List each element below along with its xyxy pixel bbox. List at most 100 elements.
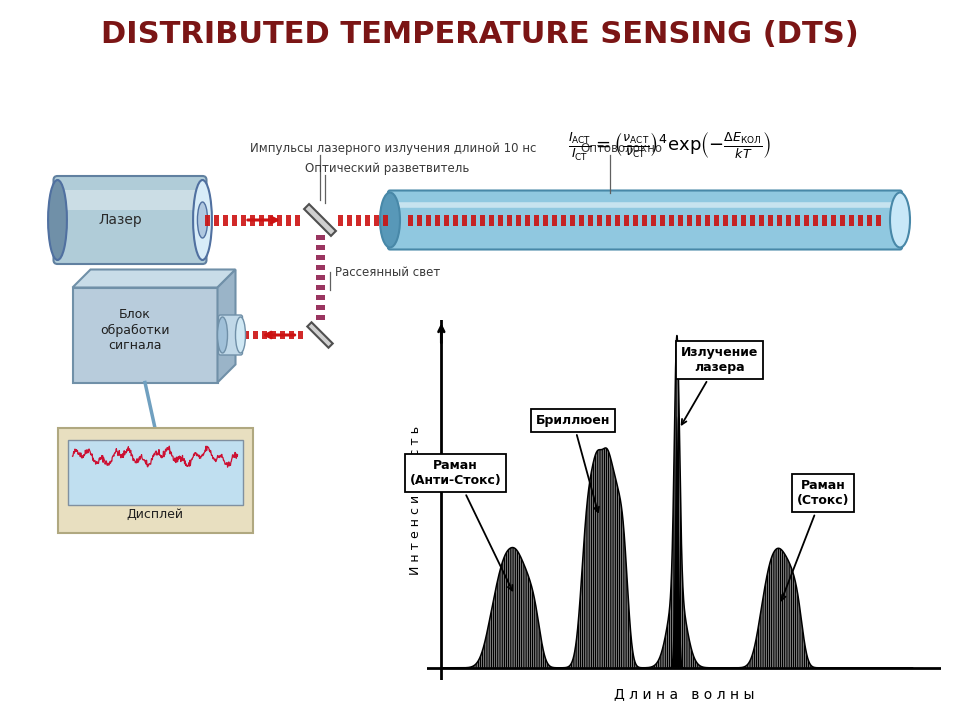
Ellipse shape bbox=[48, 180, 67, 260]
FancyBboxPatch shape bbox=[61, 190, 199, 210]
Bar bbox=[383, 215, 388, 225]
FancyBboxPatch shape bbox=[219, 315, 243, 355]
Bar bbox=[624, 215, 629, 225]
Bar bbox=[597, 215, 602, 225]
Bar bbox=[678, 215, 683, 225]
Bar bbox=[876, 215, 881, 225]
Bar bbox=[304, 204, 336, 236]
Bar bbox=[316, 285, 324, 290]
Bar bbox=[813, 215, 818, 225]
Bar bbox=[453, 215, 458, 225]
Text: Импульсы лазерного излучения длиной 10 нс: Импульсы лазерного излучения длиной 10 н… bbox=[250, 142, 537, 155]
Bar bbox=[426, 215, 431, 225]
Ellipse shape bbox=[890, 192, 910, 248]
FancyBboxPatch shape bbox=[73, 287, 218, 382]
Bar bbox=[525, 215, 530, 225]
Bar bbox=[316, 295, 324, 300]
Bar bbox=[651, 215, 656, 225]
Bar bbox=[285, 215, 291, 225]
Bar bbox=[365, 215, 370, 225]
Bar bbox=[822, 215, 827, 225]
Text: Бриллюен: Бриллюен bbox=[536, 413, 610, 512]
Text: Излучение
лазера: Излучение лазера bbox=[681, 346, 758, 425]
FancyBboxPatch shape bbox=[58, 428, 252, 533]
Bar bbox=[498, 215, 503, 225]
Bar bbox=[356, 215, 361, 225]
Text: $\frac{I_{\rm АСТ}}{I_{\rm СТ}} = \left(\frac{\nu_{\rm АСТ}}{\nu_{\rm СТ}}\right: $\frac{I_{\rm АСТ}}{I_{\rm СТ}} = \left(… bbox=[568, 131, 772, 163]
Bar bbox=[588, 215, 593, 225]
Bar bbox=[295, 215, 300, 225]
Text: Рассеянный свет: Рассеянный свет bbox=[335, 266, 441, 279]
Text: Оптоволокно: Оптоволокно bbox=[580, 142, 662, 155]
Bar bbox=[633, 215, 638, 225]
Bar bbox=[261, 331, 267, 339]
Bar bbox=[804, 215, 809, 225]
Bar bbox=[213, 215, 219, 225]
Bar bbox=[615, 215, 620, 225]
Bar bbox=[408, 215, 413, 225]
Bar bbox=[435, 215, 440, 225]
Bar bbox=[316, 275, 324, 280]
Bar bbox=[534, 215, 539, 225]
Bar bbox=[231, 215, 236, 225]
Ellipse shape bbox=[235, 317, 246, 353]
Bar bbox=[516, 215, 521, 225]
Text: Раман
(Анти-Стокс): Раман (Анти-Стокс) bbox=[410, 459, 513, 590]
Bar bbox=[867, 215, 872, 225]
Bar bbox=[579, 215, 584, 225]
Bar bbox=[840, 215, 845, 225]
Polygon shape bbox=[73, 269, 235, 287]
Text: DISTRIBUTED TEMPERATURE SENSING (DTS): DISTRIBUTED TEMPERATURE SENSING (DTS) bbox=[101, 20, 859, 49]
Ellipse shape bbox=[218, 317, 228, 353]
Bar bbox=[241, 215, 246, 225]
FancyBboxPatch shape bbox=[67, 439, 243, 505]
Bar bbox=[316, 265, 324, 270]
Bar bbox=[347, 215, 352, 225]
Bar bbox=[507, 215, 512, 225]
Bar bbox=[714, 215, 719, 225]
Bar bbox=[471, 215, 476, 225]
Bar bbox=[268, 215, 273, 225]
X-axis label: Д л и н а   в о л н ы: Д л и н а в о л н ы bbox=[613, 688, 755, 701]
Bar bbox=[696, 215, 701, 225]
Bar bbox=[316, 255, 324, 260]
Bar bbox=[204, 215, 209, 225]
Bar bbox=[307, 323, 333, 348]
Bar bbox=[252, 331, 257, 339]
Text: Дисплей: Дисплей bbox=[127, 508, 183, 521]
Bar bbox=[642, 215, 647, 225]
Bar bbox=[289, 331, 294, 339]
Bar bbox=[250, 215, 254, 225]
Bar bbox=[462, 215, 467, 225]
Bar bbox=[705, 215, 710, 225]
FancyBboxPatch shape bbox=[54, 176, 206, 264]
Bar bbox=[570, 215, 575, 225]
Bar bbox=[660, 215, 665, 225]
Bar bbox=[271, 331, 276, 339]
Bar bbox=[316, 235, 324, 240]
Bar bbox=[244, 331, 249, 339]
Bar bbox=[768, 215, 773, 225]
Bar bbox=[480, 215, 485, 225]
Bar bbox=[750, 215, 755, 225]
Bar bbox=[795, 215, 800, 225]
Bar bbox=[858, 215, 863, 225]
Bar bbox=[786, 215, 791, 225]
Bar bbox=[374, 215, 379, 225]
Bar bbox=[444, 215, 449, 225]
Bar bbox=[759, 215, 764, 225]
FancyBboxPatch shape bbox=[388, 191, 902, 250]
Bar bbox=[316, 245, 324, 250]
Bar bbox=[552, 215, 557, 225]
Bar bbox=[561, 215, 566, 225]
Ellipse shape bbox=[193, 180, 212, 260]
Bar bbox=[338, 215, 343, 225]
Bar bbox=[223, 215, 228, 225]
Bar bbox=[298, 331, 302, 339]
Bar bbox=[258, 215, 263, 225]
Polygon shape bbox=[218, 269, 235, 382]
Text: Оптический разветвитель: Оптический разветвитель bbox=[305, 162, 469, 175]
Ellipse shape bbox=[198, 202, 207, 238]
Bar bbox=[316, 305, 324, 310]
Bar bbox=[276, 215, 281, 225]
